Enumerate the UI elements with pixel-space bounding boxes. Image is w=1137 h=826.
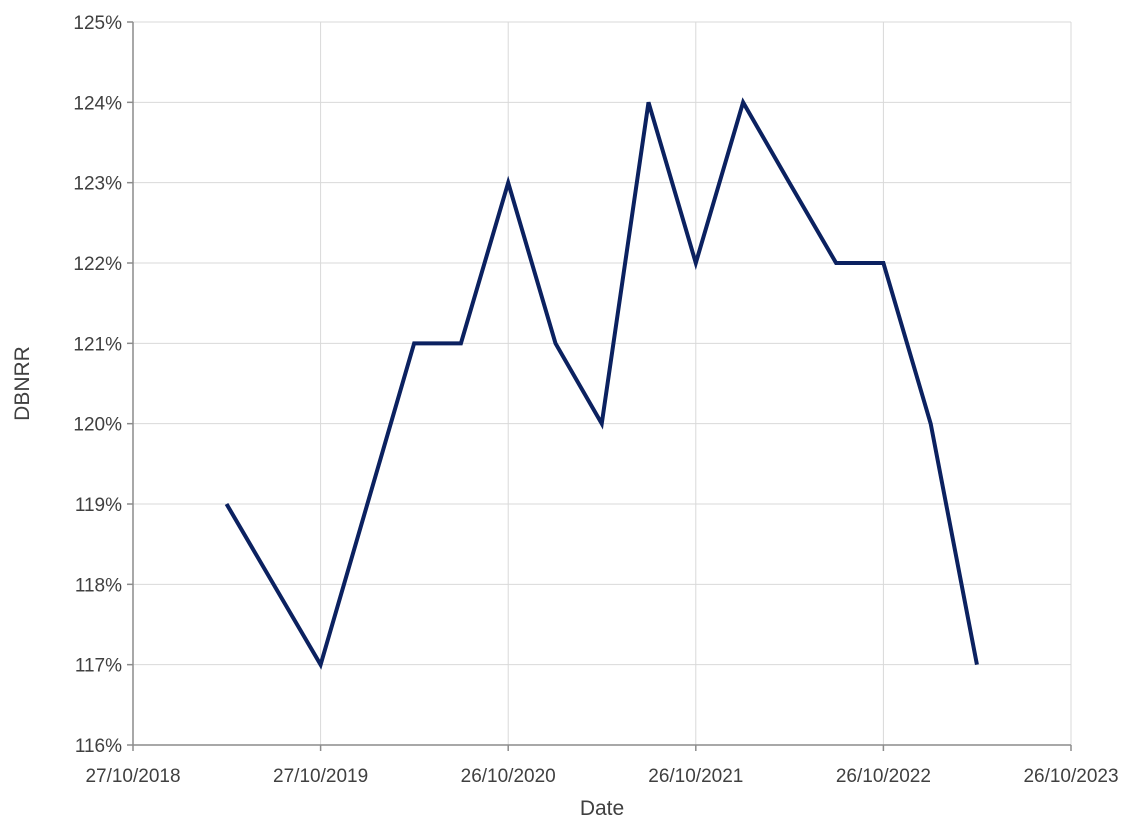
y-axis-title: DBNRR bbox=[11, 346, 34, 421]
axes bbox=[127, 21, 1072, 751]
y-tick-label: 119% bbox=[75, 495, 122, 516]
gridlines bbox=[133, 21, 1072, 745]
y-tick-label: 116% bbox=[75, 736, 122, 757]
tick-labels: 116% 117% 118% 119% 120% 121% 122% 123% 124% 125%… bbox=[73, 13, 1118, 787]
series-line bbox=[224, 97, 979, 670]
y-tick-label: 122% bbox=[73, 254, 122, 275]
y-tick-label: 118% bbox=[75, 575, 122, 596]
x-axis-title: Date bbox=[580, 797, 624, 820]
y-tick-label: 125% bbox=[73, 13, 122, 34]
x-tick-label: 26/10/2023 bbox=[1023, 766, 1118, 787]
y-tick-label: 124% bbox=[73, 93, 122, 114]
x-tick-label: 26/10/2021 bbox=[648, 766, 743, 787]
x-tick-label: 26/10/2022 bbox=[836, 766, 931, 787]
y-tick-label: 120% bbox=[73, 415, 122, 436]
y-tick-label: 117% bbox=[75, 656, 122, 677]
x-tick-label: 26/10/2020 bbox=[461, 766, 556, 787]
x-tick-label: 27/10/2019 bbox=[273, 766, 368, 787]
y-tick-label: 123% bbox=[73, 174, 122, 195]
series-layer bbox=[224, 97, 979, 670]
x-tick-label: 27/10/2018 bbox=[85, 766, 180, 787]
y-tick-label: 121% bbox=[73, 334, 122, 355]
